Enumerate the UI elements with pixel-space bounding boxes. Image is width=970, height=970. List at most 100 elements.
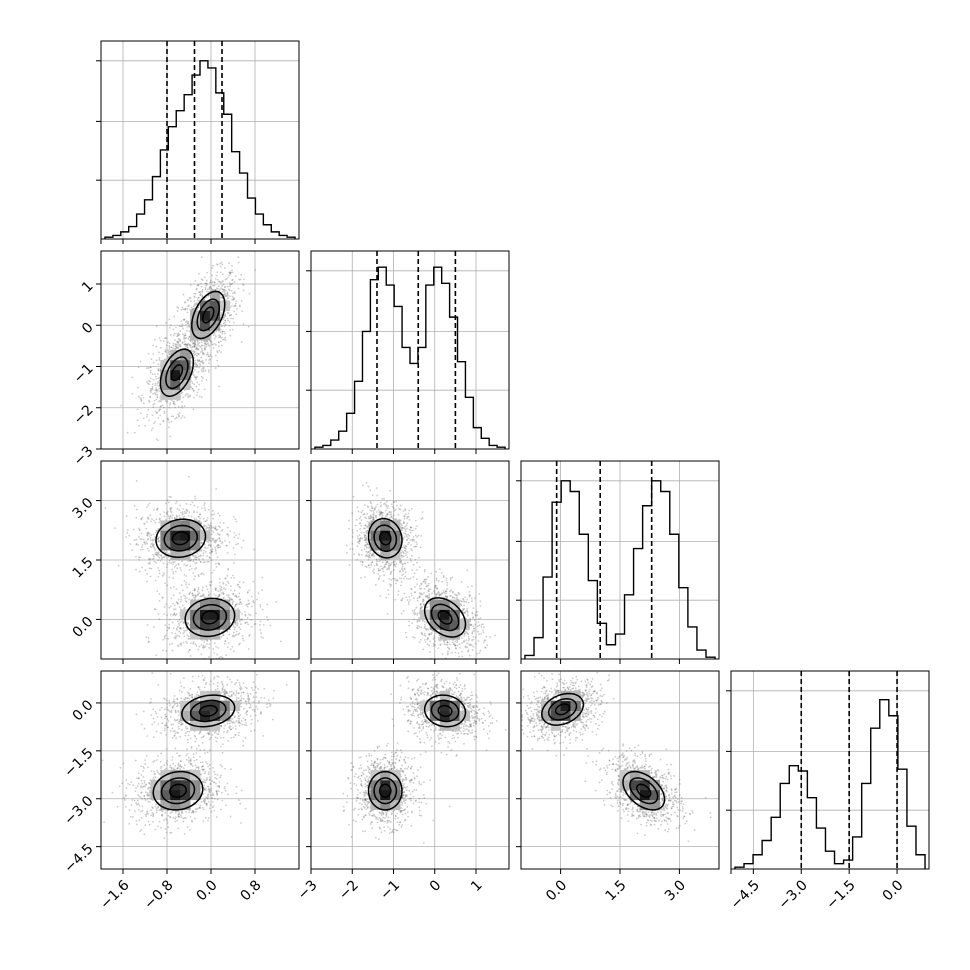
scatter-point xyxy=(207,789,210,791)
scatter-point xyxy=(432,638,435,641)
scatter-point xyxy=(184,343,186,346)
scatter-point xyxy=(184,734,187,737)
scatter-point xyxy=(365,517,368,520)
scatter-point xyxy=(218,514,221,517)
scatter-point xyxy=(201,595,204,598)
scatter-point xyxy=(186,307,189,310)
scatter-point xyxy=(192,396,195,399)
scatter-point xyxy=(372,512,375,514)
scatter-point xyxy=(165,699,168,702)
contour-line xyxy=(189,699,227,723)
scatter-point xyxy=(209,544,212,547)
scatter-point xyxy=(222,338,224,341)
scatter-point xyxy=(153,770,155,773)
scatter-point xyxy=(215,330,218,333)
density-cell xyxy=(160,789,171,801)
scatter-point xyxy=(217,285,220,288)
scatter-point xyxy=(409,526,412,529)
scatter-point xyxy=(147,382,150,385)
scatter-point xyxy=(247,325,250,328)
scatter-point xyxy=(195,366,198,369)
scatter-point xyxy=(220,314,223,317)
scatter-point xyxy=(192,352,195,355)
scatter-point xyxy=(141,805,144,808)
scatter-point xyxy=(444,639,447,642)
scatter-point xyxy=(482,631,485,634)
scatter-point xyxy=(159,423,162,426)
scatter-point xyxy=(212,334,215,337)
scatter-point xyxy=(162,340,165,343)
scatter-point xyxy=(193,345,196,348)
scatter-point xyxy=(154,410,157,413)
scatter-point xyxy=(201,674,204,677)
scatter-point xyxy=(478,624,481,627)
density-cell xyxy=(429,609,441,620)
scatter-point xyxy=(175,346,178,348)
scatter-point xyxy=(399,570,402,572)
scatter-point xyxy=(204,348,207,350)
scatter-point xyxy=(208,730,211,733)
scatter-point xyxy=(176,718,179,721)
scatter-point xyxy=(168,426,171,429)
contour-line xyxy=(155,518,207,558)
scatter-point xyxy=(135,820,138,822)
scatter-point xyxy=(204,369,207,372)
scatter-point xyxy=(357,510,360,513)
scatter-point xyxy=(149,575,152,578)
scatter-point xyxy=(149,545,152,548)
scatter-point xyxy=(142,776,145,778)
scatter-point xyxy=(378,511,381,514)
scatter-point xyxy=(229,725,232,728)
scatter-point xyxy=(194,594,197,597)
scatter-point xyxy=(368,547,371,549)
scatter-point xyxy=(205,643,208,645)
scatter-point xyxy=(182,318,185,321)
scatter-point xyxy=(174,345,177,348)
scatter-point xyxy=(148,549,150,552)
scatter-point xyxy=(212,347,215,349)
scatter-point xyxy=(368,566,371,569)
scatter-point xyxy=(461,637,463,640)
density-cell xyxy=(200,629,211,640)
scatter-point xyxy=(203,507,206,509)
scatter-point xyxy=(402,538,405,541)
scatter-point xyxy=(158,809,161,811)
scatter-point xyxy=(159,408,162,411)
scatter-point xyxy=(186,510,189,513)
scatter-point xyxy=(452,590,454,593)
scatter-point xyxy=(231,328,234,331)
density-cell xyxy=(180,359,191,371)
scatter-point xyxy=(208,580,211,583)
scatter-point xyxy=(158,553,161,556)
scatter-point xyxy=(150,389,153,391)
scatter-point xyxy=(238,598,241,601)
scatter-point xyxy=(186,586,189,589)
scatter-point xyxy=(196,299,199,301)
scatter-point xyxy=(381,567,383,570)
scatter-point xyxy=(385,596,388,599)
scatter-point xyxy=(218,280,221,283)
scatter-point xyxy=(218,563,220,565)
scatter-point xyxy=(150,534,153,537)
scatter-point xyxy=(207,294,210,297)
scatter-point xyxy=(229,272,231,275)
scatter-point xyxy=(237,715,240,717)
scatter-point xyxy=(193,350,196,353)
scatter-point xyxy=(158,356,161,359)
scatter-point xyxy=(381,514,384,517)
scatter-point xyxy=(234,715,236,718)
histogram-panel-2 xyxy=(516,460,720,664)
scatter-point xyxy=(240,341,243,343)
scatter-point xyxy=(201,349,204,351)
scatter-point xyxy=(201,639,204,642)
scatter-point xyxy=(196,364,199,367)
scatter-point xyxy=(184,597,187,600)
scatter-point xyxy=(135,516,138,519)
density-cell xyxy=(439,619,450,630)
scatter-point xyxy=(169,816,172,818)
scatter-point xyxy=(173,516,176,519)
scatter-point xyxy=(433,637,436,639)
scatter-point xyxy=(280,640,282,643)
scatter-point xyxy=(366,513,369,515)
